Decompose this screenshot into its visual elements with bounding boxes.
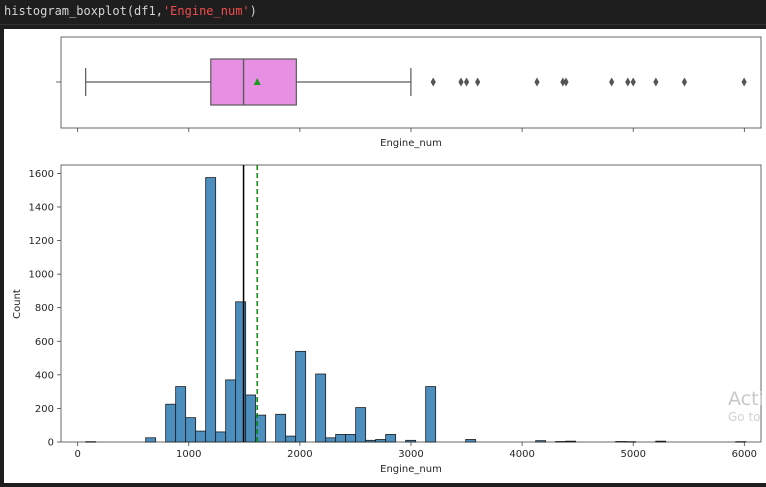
histogram-bar bbox=[145, 437, 157, 443]
outlier-point bbox=[475, 77, 481, 87]
cell-gutter bbox=[0, 25, 4, 483]
histogram-xtick-label: 3000 bbox=[398, 449, 423, 460]
histogram-bar bbox=[315, 373, 327, 443]
histogram-bar bbox=[565, 440, 577, 443]
histogram-bar bbox=[195, 430, 207, 443]
code-line[interactable]: histogram_boxplot(df1,'Engine_num') bbox=[4, 4, 257, 18]
histogram-ylabel: Count bbox=[12, 289, 23, 319]
outlier-point bbox=[458, 77, 464, 87]
histogram-bar bbox=[165, 403, 177, 443]
histogram-xtick-label: 5000 bbox=[620, 449, 645, 460]
outlier-point bbox=[741, 77, 747, 87]
histogram-bar bbox=[465, 439, 477, 443]
activation-watermark-sub: Go to bbox=[728, 410, 761, 424]
box-mean-marker bbox=[253, 78, 261, 85]
outlier-point bbox=[534, 77, 540, 87]
outlier-point bbox=[430, 77, 436, 87]
outlier-point bbox=[463, 77, 470, 87]
histogram-axes: 0 1000 2000 3000 4000 5000 6000 0 200 400 600 800 1… bbox=[12, 164, 762, 475]
histogram-bar bbox=[555, 441, 567, 443]
histogram-bar bbox=[85, 441, 97, 443]
figure: Engine_num 0 1000 2000 3000 4000 5000 6000 0 20… bbox=[12, 36, 762, 475]
histogram-bar bbox=[205, 177, 217, 443]
histogram-bar bbox=[535, 440, 547, 443]
histogram-xtick-label: 0 bbox=[74, 449, 80, 460]
histogram-bar bbox=[365, 439, 377, 443]
histogram-ytick-label: 400 bbox=[35, 370, 54, 381]
histogram-xlabel: Engine_num bbox=[380, 464, 442, 475]
box-iqr bbox=[210, 58, 297, 106]
code-cell[interactable]: histogram_boxplot(df1,'Engine_num') bbox=[0, 0, 766, 25]
histogram-xtick-label: 2000 bbox=[287, 449, 312, 460]
activation-watermark: Acti bbox=[728, 388, 764, 410]
histogram-bar bbox=[615, 441, 627, 443]
outlier-point bbox=[609, 77, 615, 87]
histogram-bar bbox=[235, 301, 247, 443]
histogram-bar bbox=[285, 435, 297, 443]
histogram-xtick-label: 6000 bbox=[732, 449, 757, 460]
histogram-bar bbox=[625, 441, 637, 443]
histogram-ytick-label: 800 bbox=[35, 303, 54, 314]
histogram-bars bbox=[85, 177, 747, 443]
histogram-bar bbox=[245, 394, 257, 443]
histogram-ytick-label: 1200 bbox=[29, 236, 54, 247]
outlier-point bbox=[681, 77, 688, 87]
histogram-ytick-label: 1400 bbox=[29, 202, 54, 213]
histogram-bar bbox=[385, 434, 397, 443]
histogram-ytick-label: 600 bbox=[35, 337, 54, 348]
histogram-ytick-label: 0 bbox=[48, 438, 54, 449]
cell-output: Engine_num 0 1000 2000 3000 4000 5000 6000 0 20… bbox=[4, 29, 766, 483]
histogram-bar bbox=[185, 417, 197, 443]
histogram-bar bbox=[295, 350, 307, 443]
boxplot bbox=[85, 58, 747, 106]
histogram-bar bbox=[405, 439, 417, 443]
outlier-point bbox=[560, 77, 566, 87]
outlier-point bbox=[625, 77, 631, 87]
histogram-bar bbox=[255, 414, 267, 443]
code-string-arg: 'Engine_num' bbox=[162, 4, 250, 18]
histogram-frame bbox=[60, 164, 762, 443]
histogram-bar bbox=[355, 407, 367, 443]
histogram-xtick-label: 4000 bbox=[509, 449, 534, 460]
histogram-ytick-label: 1000 bbox=[29, 270, 54, 281]
histogram-bar bbox=[215, 431, 227, 443]
histogram-yticks: 0 200 400 600 800 1000 1200 1400 1600 bbox=[29, 169, 61, 449]
code-close: ) bbox=[249, 4, 257, 18]
histogram-bar bbox=[375, 439, 387, 443]
histogram-xtick-label: 1000 bbox=[176, 449, 201, 460]
boxplot-xlabel: Engine_num bbox=[380, 138, 442, 149]
histogram-bar bbox=[225, 379, 237, 443]
histogram-bar bbox=[335, 434, 347, 443]
histogram-reference-lines bbox=[242, 165, 258, 442]
histogram-bar bbox=[735, 441, 747, 443]
histogram-bar bbox=[425, 386, 437, 443]
histogram-ytick-label: 200 bbox=[35, 404, 54, 415]
boxplot-xticks bbox=[77, 128, 745, 132]
histogram-bar bbox=[175, 386, 187, 443]
histogram-xticks: 0 1000 2000 3000 4000 5000 6000 bbox=[74, 442, 757, 460]
histogram-bar bbox=[275, 413, 287, 443]
outlier-point bbox=[630, 77, 636, 87]
histogram-bar bbox=[325, 437, 337, 443]
boxplot-axes: Engine_num bbox=[56, 36, 762, 149]
code-func: histogram_boxplot(df1, bbox=[4, 4, 163, 18]
outlier-point bbox=[563, 77, 569, 87]
histogram-bar bbox=[345, 434, 357, 443]
outlier-point bbox=[653, 77, 659, 87]
histogram-bar bbox=[655, 440, 667, 443]
histogram-ytick-label: 1600 bbox=[29, 169, 54, 180]
